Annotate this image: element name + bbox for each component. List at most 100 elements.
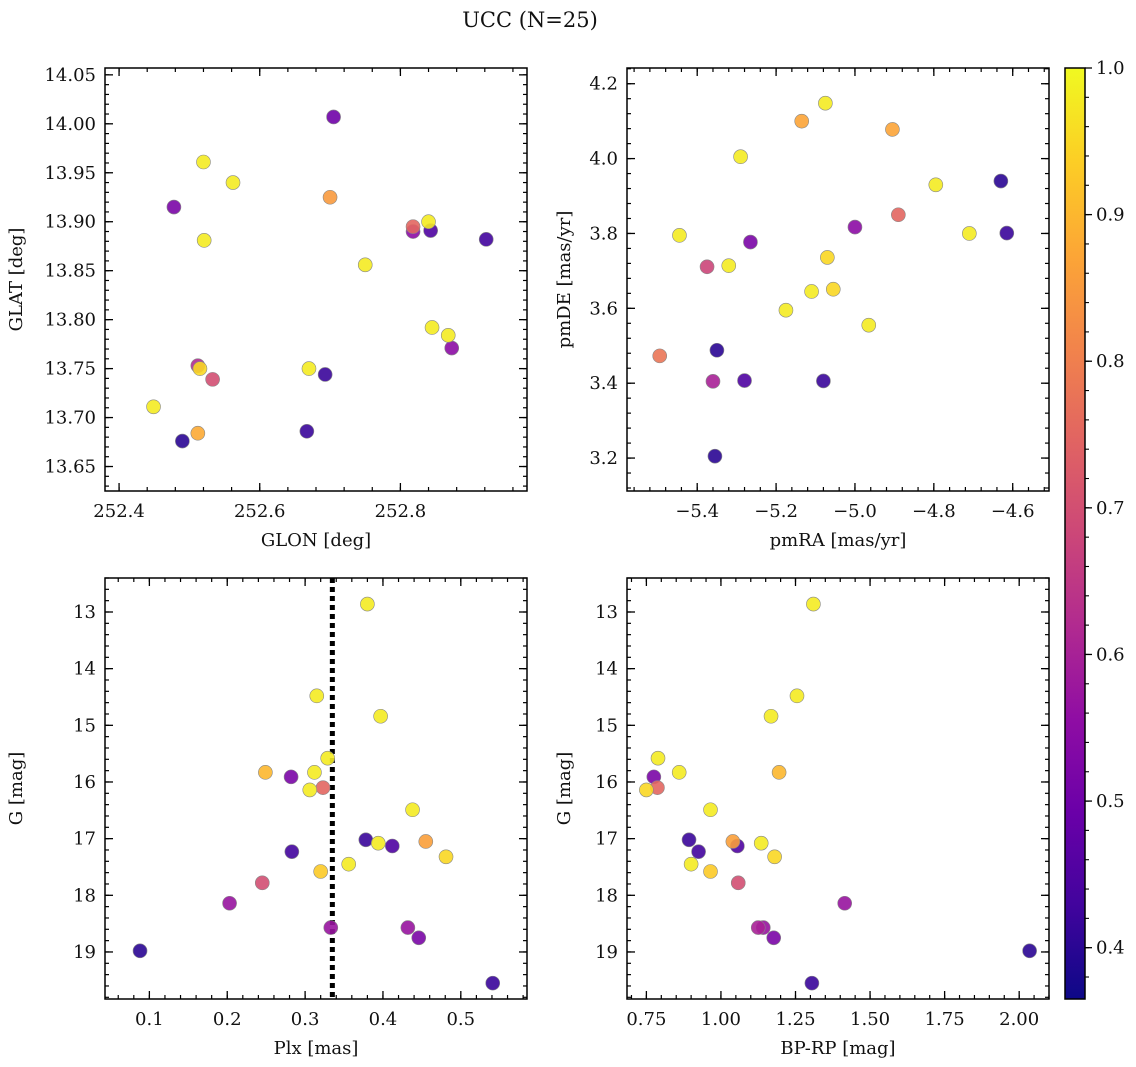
data-point (146, 399, 161, 415)
colorbar-tick-label: 1.0 (1096, 58, 1125, 79)
y-tick-label: 16 (595, 772, 618, 793)
data-point (400, 920, 416, 935)
data-point (418, 834, 434, 849)
scatter-panel-3: 0.1 0.2 0.3 0.4 0.5 13 14 15 16 17 18 19 Plx [mas] G … (6, 577, 528, 1059)
data-point (891, 207, 906, 223)
y-tick-label: 13.85 (44, 261, 96, 282)
data-point (825, 281, 841, 297)
data-point (284, 844, 300, 859)
data-point (1022, 943, 1037, 959)
y-tick-label: 17 (73, 829, 96, 850)
y-tick-label: 13 (595, 602, 618, 623)
x-tick-label: −4.6 (991, 501, 1035, 522)
y-tick-label: 13.95 (44, 163, 96, 184)
data-point (699, 259, 715, 275)
data-point (254, 875, 270, 891)
data-point (317, 367, 333, 382)
data-point (750, 920, 766, 935)
data-point (405, 219, 421, 234)
data-point (861, 317, 877, 333)
data-point (411, 930, 427, 946)
x-tick-label: 252.6 (234, 501, 286, 522)
data-point (205, 372, 220, 387)
data-point (733, 149, 748, 165)
data-point (818, 95, 833, 111)
y-tick-label: 18 (73, 885, 96, 906)
data-point (258, 765, 273, 780)
colorbar-tick-label: 0.5 (1096, 791, 1125, 812)
y-tick-label: 13.75 (44, 359, 96, 380)
data-point (323, 920, 339, 935)
data-point (725, 834, 741, 849)
y-tick-label: 13.80 (44, 310, 96, 331)
data-point (671, 765, 687, 780)
y-tick-label: 13.65 (44, 457, 96, 478)
x-tick-label: 0.4 (369, 1009, 398, 1030)
y-tick-label: 13.70 (44, 408, 96, 429)
data-point (837, 895, 853, 911)
scatter-panel-4: 0.75 1.00 1.25 1.50 1.75 2.00 13 14 15 16 17 18 19 BP… (554, 577, 1050, 1059)
data-point (190, 425, 206, 441)
y-tick-label: 17 (595, 829, 618, 850)
data-point (707, 448, 723, 464)
y-tick-label: 14.00 (44, 114, 96, 135)
x-tick-label: 252.4 (93, 501, 145, 522)
data-point (794, 113, 810, 129)
figure-title: UCC (N=25) (462, 8, 598, 32)
colorbar-tick-label: 0.9 (1096, 205, 1125, 226)
y-tick-label: 14.05 (44, 65, 96, 86)
colorbar-tick-label: 0.4 (1096, 938, 1125, 959)
y-tick-label: 3.6 (589, 298, 618, 319)
data-point (222, 895, 237, 911)
data-point (709, 342, 725, 358)
data-point (771, 765, 787, 780)
data-point (885, 122, 900, 137)
y-tick-label: 3.2 (589, 448, 618, 469)
y-axis-label: GLAT [deg] (6, 228, 27, 332)
data-point (681, 832, 697, 848)
data-point (703, 864, 718, 879)
data-point (385, 838, 400, 854)
axes-frame (626, 67, 1050, 492)
plot-area (105, 68, 527, 491)
data-point (705, 374, 721, 389)
y-tick-label: 3.4 (589, 373, 618, 394)
colorbar-tick-label: 0.8 (1096, 351, 1125, 372)
y-tick-label: 4.0 (589, 149, 618, 170)
x-tick-label: 0.5 (446, 1009, 475, 1030)
data-point (820, 250, 835, 265)
data-point (283, 769, 299, 785)
y-tick-label: 19 (73, 942, 96, 963)
y-axis-label: G [mag] (6, 752, 27, 825)
data-point (962, 226, 977, 241)
x-tick-label: −5.0 (833, 501, 877, 522)
data-point (652, 348, 668, 364)
data-point (650, 750, 666, 766)
colorbar-tick-label: 0.7 (1096, 498, 1125, 519)
data-point (804, 284, 819, 299)
x-tick-label: 1.25 (775, 1009, 815, 1030)
data-point (360, 596, 375, 612)
x-tick-label: 0.75 (626, 1009, 666, 1030)
y-tick-label: 13 (73, 602, 96, 623)
data-point (767, 849, 782, 865)
data-point (763, 708, 779, 724)
data-point (816, 373, 831, 389)
data-point (405, 802, 420, 818)
plot-area (627, 68, 1049, 491)
y-tick-label: 3.8 (589, 223, 618, 244)
axes-frame (104, 67, 528, 492)
axes-frame (626, 577, 1050, 1000)
data-point (743, 234, 758, 250)
x-tick-label: 0.3 (291, 1009, 320, 1030)
panels: 252.4 252.6 252.8 13.65 13.70 13.75 13.80 13.85… (6, 65, 1050, 1059)
data-point (196, 154, 211, 170)
y-tick-label: 15 (73, 715, 96, 736)
x-tick-label: 252.8 (375, 501, 427, 522)
data-point (421, 214, 436, 230)
y-tick-label: 19 (595, 942, 618, 963)
data-point (358, 832, 374, 848)
axes-frame (104, 577, 528, 1000)
data-point (993, 173, 1009, 189)
data-point (309, 688, 325, 704)
